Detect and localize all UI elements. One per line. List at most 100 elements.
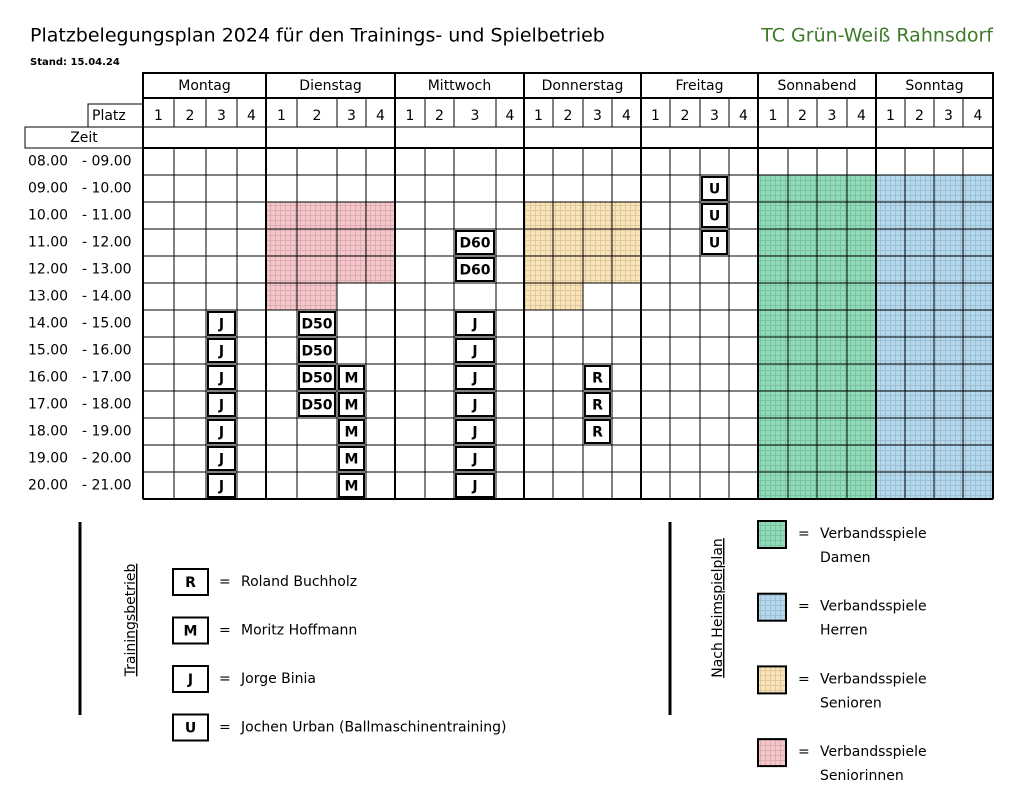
legend-label: Verbandsspiele (820, 744, 927, 760)
cell (424, 282, 455, 311)
cell (495, 390, 525, 419)
cell (142, 309, 175, 338)
cell (904, 444, 935, 473)
code: J (471, 479, 477, 495)
code: U (709, 236, 720, 252)
cell (962, 471, 994, 500)
court-label: 4 (974, 108, 983, 124)
legend-name: Roland Buchholz (241, 574, 357, 590)
day-label: Freitag (676, 78, 724, 94)
cell (394, 363, 426, 392)
cell (875, 255, 906, 284)
legend-swatch (757, 738, 787, 768)
cell (365, 147, 396, 176)
cell (552, 336, 584, 365)
cell (495, 309, 525, 338)
cell (336, 309, 367, 338)
cell (365, 174, 396, 203)
cell (173, 336, 207, 365)
cell (669, 174, 701, 203)
cell (757, 255, 789, 284)
cell (394, 255, 426, 284)
cell (365, 228, 396, 257)
cell (728, 309, 759, 338)
cell (236, 147, 267, 176)
legend-code: U (185, 721, 196, 737)
time-end: - 10.00 (82, 181, 132, 197)
cell (933, 417, 964, 446)
cell (582, 471, 613, 500)
code-box (207, 365, 236, 390)
cell (523, 390, 554, 419)
cell (669, 282, 701, 311)
cell (552, 363, 584, 392)
cell (904, 282, 935, 311)
cell (787, 444, 818, 473)
cell (296, 201, 338, 230)
cell (875, 471, 906, 500)
cell (611, 363, 642, 392)
cell (904, 336, 935, 365)
cell (173, 417, 207, 446)
cell (787, 201, 818, 230)
cell (728, 201, 759, 230)
cell (552, 255, 584, 284)
zeit-label: Zeit (70, 130, 98, 146)
cell (875, 147, 906, 176)
code: U (709, 182, 720, 198)
cell (962, 390, 994, 419)
cell (933, 336, 964, 365)
cell (336, 147, 367, 176)
cell (582, 282, 613, 311)
court-label: 2 (915, 108, 924, 124)
court-label: 1 (534, 108, 543, 124)
cell (962, 363, 994, 392)
legend-eq: = (219, 720, 231, 736)
cell (699, 309, 730, 338)
legend-label: Damen (820, 550, 870, 566)
cell (205, 174, 238, 203)
cell (365, 282, 396, 311)
code: J (471, 398, 477, 414)
legend-name: Jochen Urban (Ballmaschinentraining) (240, 720, 506, 736)
code-box (455, 230, 495, 255)
cell (173, 390, 207, 419)
cell (933, 228, 964, 257)
code-box (338, 365, 365, 390)
cell (699, 444, 730, 473)
cell (424, 309, 455, 338)
legend-code: M (184, 624, 198, 640)
cell (962, 444, 994, 473)
court-label: 2 (435, 108, 444, 124)
time-start: 14.00 (28, 316, 68, 332)
cell (640, 471, 671, 500)
cell (904, 417, 935, 446)
cell (728, 417, 759, 446)
cell (236, 201, 267, 230)
cell (669, 309, 701, 338)
cell (453, 282, 497, 311)
cell (846, 417, 877, 446)
cell (365, 444, 396, 473)
training-title: Trainingsbetrieb (123, 564, 139, 678)
day-label: Sonntag (905, 78, 963, 94)
cell (495, 174, 525, 203)
code-box (338, 446, 365, 471)
legend-name: Jorge Binia (240, 671, 316, 687)
cell (846, 255, 877, 284)
cell (962, 309, 994, 338)
cell (757, 336, 789, 365)
cell (640, 201, 671, 230)
code-box (298, 365, 336, 390)
cell (365, 471, 396, 500)
code-box (207, 473, 236, 498)
cell (757, 363, 789, 392)
cell (904, 147, 935, 176)
cell (523, 282, 554, 311)
cell (611, 255, 642, 284)
time-start: 16.00 (28, 370, 68, 386)
cell (142, 147, 175, 176)
cell (582, 228, 613, 257)
cell (787, 255, 818, 284)
cell (495, 336, 525, 365)
